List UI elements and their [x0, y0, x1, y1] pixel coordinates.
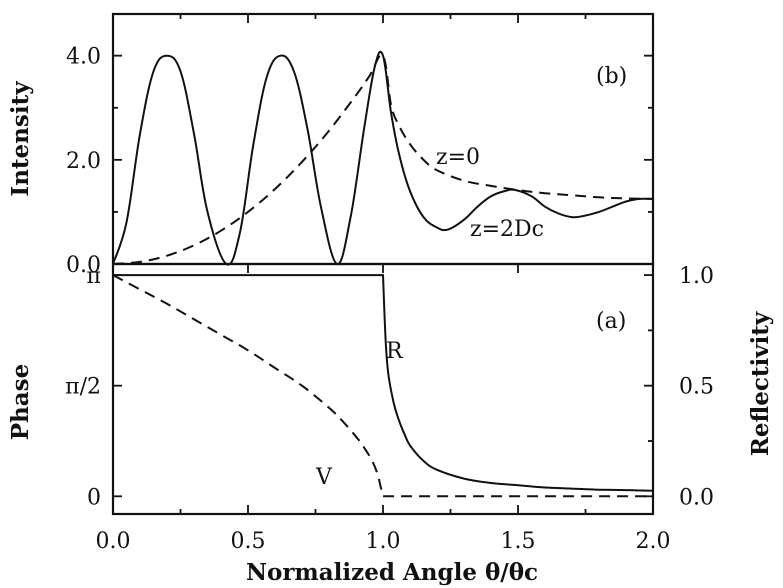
panel-b-series-z2dc-line	[112, 50, 654, 266]
panel-b-y-axis-title: Intensity	[7, 81, 34, 197]
panel-a-right-y-ticks: 0.0 0.5 1.0	[644, 264, 714, 510]
panel-b-series	[112, 50, 654, 266]
panel-a-right-y-tick-label: 0.5	[679, 375, 714, 400]
panel-b: 0.0 2.0 4.0 Intensity (b) z=0 z=2Dc	[7, 12, 655, 278]
panel-a-series	[112, 274, 654, 498]
panel-b-y-tick-label: 2.0	[66, 149, 101, 174]
panel-a-left-y-tick-label: π/2	[65, 375, 101, 400]
panel-a-left-axis-title: Phase	[7, 364, 34, 441]
x-axis-title: Normalized Angle θ/θc	[246, 559, 538, 586]
panel-b-y-tick-label: 0.0	[66, 253, 101, 278]
panel-a-right-y-tick-label: 1.0	[679, 264, 714, 289]
x-tick-label: 1.0	[366, 529, 401, 554]
annotation-v: V	[315, 465, 333, 490]
panel-a-series-v-line	[112, 274, 653, 498]
x-tick-label: 0.5	[231, 529, 266, 554]
annotation-z2dc: z=2Dc	[470, 217, 544, 242]
x-tick-label: 0.0	[96, 529, 131, 554]
x-tick-label: 1.5	[501, 529, 536, 554]
panel-b-y-ticks: 0.0 2.0 4.0	[66, 45, 653, 278]
panel-a-left-y-tick-label: 0	[87, 485, 101, 510]
panel-a-left-y-tick-label: π	[87, 264, 101, 289]
panel-a-right-axis-title: Reflectivity	[747, 311, 774, 456]
panel-b-x-ticks	[112, 14, 654, 23]
panel-b-label: (b)	[596, 64, 627, 89]
annotation-z0: z=0	[436, 145, 480, 170]
panel-b-series-z0-line	[112, 53, 654, 265]
panel-a-x-ticks: 0.0 0.5 1.0 1.5 2.0	[96, 264, 671, 554]
panel-a-right-y-tick-label: 0.0	[679, 485, 714, 510]
panel-b-y-tick-label: 4.0	[66, 45, 101, 70]
panel-a: 0 π/2 π 0.0 0.5 1.0 0.0 0.5 1.0 1.5 2.0 Phase Re…	[7, 262, 774, 586]
annotation-r: R	[386, 339, 404, 364]
panel-a-series-r-line	[113, 274, 654, 492]
x-tick-label: 2.0	[636, 529, 671, 554]
panel-a-label: (a)	[596, 309, 626, 334]
